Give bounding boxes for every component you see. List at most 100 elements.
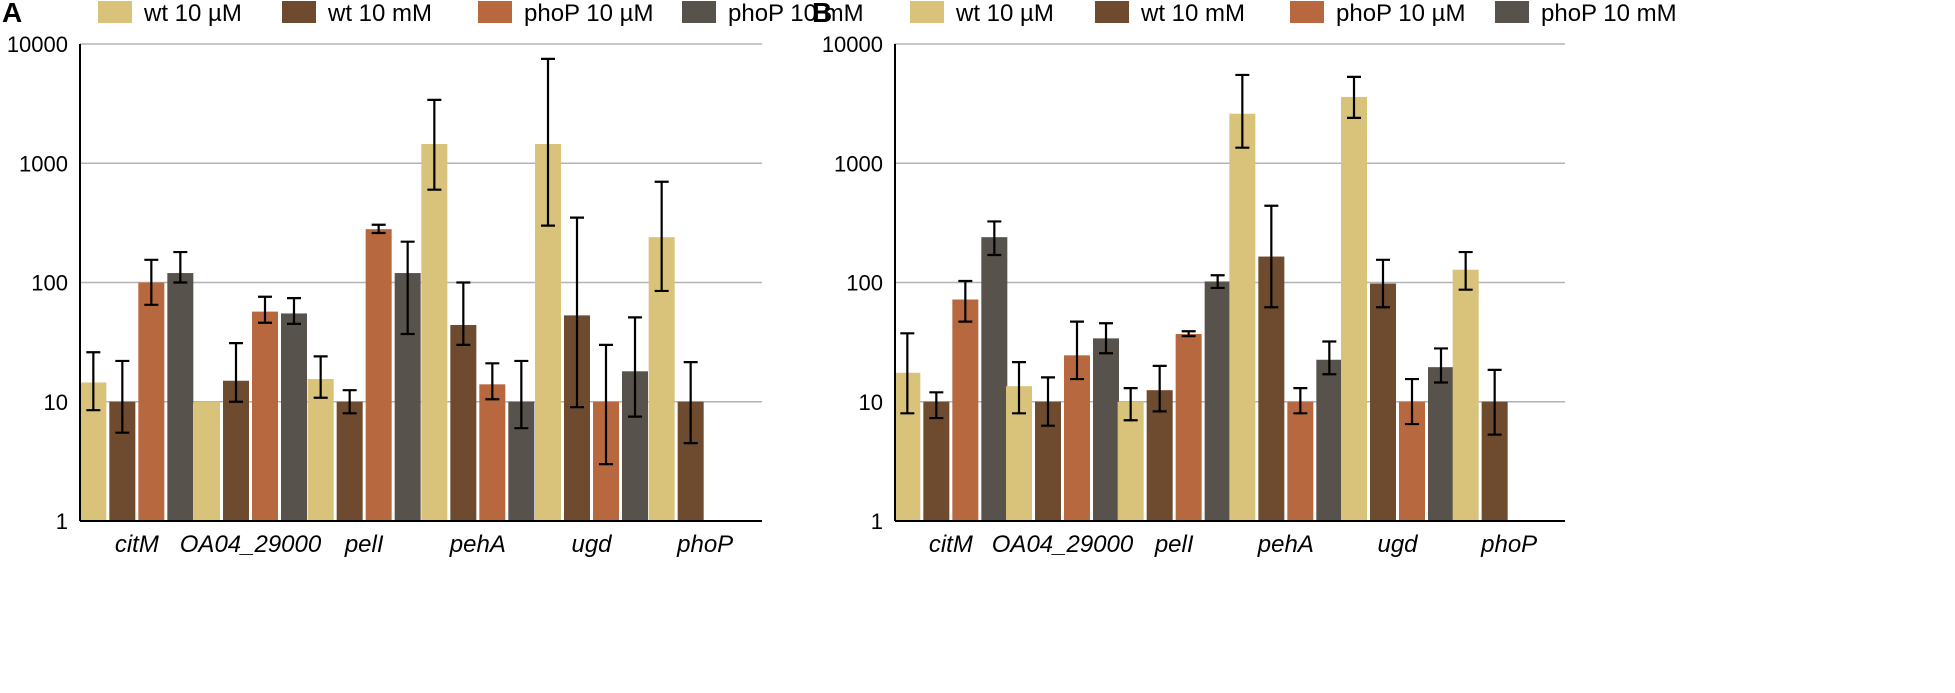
error-bar-wt-10-um-citm	[86, 351, 101, 412]
error-bar-wt-10-mm-peli	[342, 389, 357, 415]
error-bar-wt-10-um-peli	[1123, 387, 1138, 422]
legend-label-phop-10-mm: phoP 10 mM	[1541, 0, 1677, 27]
y-tick-label-1000: 1000	[19, 151, 68, 176]
bar-wt-10-mm-oa04-29000	[223, 380, 249, 521]
bar-wt-10-mm-peli	[336, 401, 363, 521]
error-bar-phop-10-mm-citm	[987, 220, 1002, 257]
legend-swatch-wt-10-um	[98, 1, 132, 23]
bar-wt-10-um-peha	[1229, 113, 1256, 521]
error-bar-wt-10-mm-peha	[1264, 204, 1279, 309]
x-tick-label-phop: phoP	[676, 531, 733, 558]
bar-wt-10-um-peli	[1117, 401, 1144, 521]
y-tick-label-10: 10	[44, 390, 68, 415]
panel-letter: B	[812, 0, 832, 28]
error-bar-phop-10-mm-peha	[1322, 340, 1337, 376]
error-bar-wt-10-mm-ugd	[1376, 258, 1390, 309]
error-bar-wt-10-um-ugd	[541, 57, 555, 227]
error-bar-phop-10-um-peha	[485, 362, 500, 401]
y-tick-label-100: 100	[846, 271, 883, 296]
bar-wt-10-mm-citm	[923, 401, 950, 521]
y-tick-label-10000: 10000	[822, 32, 883, 57]
y-tick-label-1000: 1000	[834, 151, 883, 176]
error-bar-phop-10-mm-citm	[173, 250, 188, 284]
bar-phop-10-um-oa04-29000	[252, 311, 278, 521]
error-bar-wt-10-mm-citm	[929, 391, 944, 420]
legend-label-wt-10-um: wt 10 µM	[143, 0, 242, 27]
legend-label-wt-10-mm: wt 10 mM	[1140, 0, 1245, 27]
error-bar-wt-10-um-citm	[900, 332, 915, 415]
error-bar-phop-10-mm-ugd	[1434, 347, 1448, 384]
x-tick-label-citm: citM	[929, 531, 973, 558]
bar-wt-10-um-oa04-29000	[194, 401, 220, 521]
error-bar-wt-10-mm-phop	[683, 361, 698, 445]
x-tick-label-peha: pehA	[1257, 531, 1314, 558]
bar-phop-10-um-peli	[1175, 333, 1202, 521]
x-tick-label-peli: pelI	[1154, 531, 1194, 558]
legend-label-phop-10-um: phoP 10 µM	[1336, 0, 1465, 27]
error-bar-phop-10-um-peli	[1181, 330, 1196, 338]
error-bar-phop-10-um-peli	[371, 223, 386, 235]
error-bar-wt-10-um-phop	[654, 180, 669, 293]
error-bar-phop-10-um-peha	[1293, 387, 1308, 415]
bar-phop-10-mm-ugd	[1428, 367, 1454, 521]
bar-phop-10-um-citm	[952, 299, 979, 521]
legend-swatch-phop-10-mm	[1495, 1, 1529, 23]
error-bar-phop-10-um-oa04-29000	[258, 295, 272, 324]
bar-wt-10-um-ugd	[1341, 96, 1367, 522]
error-bar-wt-10-um-ugd	[1347, 75, 1361, 120]
bar-wt-10-um-peli	[307, 379, 334, 521]
legend-label-phop-10-um: phoP 10 µM	[524, 0, 653, 27]
error-bar-wt-10-mm-peha	[456, 281, 471, 346]
x-tick-label-oa04-29000: OA04_29000	[180, 531, 322, 558]
x-tick-label-ugd: ugd	[571, 531, 612, 558]
error-bar-wt-10-um-phop	[1458, 250, 1473, 291]
error-bar-phop-10-mm-ugd	[628, 316, 642, 418]
bar-phop-10-um-oa04-29000	[1064, 355, 1090, 521]
error-bar-phop-10-mm-peha	[514, 359, 529, 430]
bar-wt-10-um-peha	[421, 144, 448, 521]
error-bar-phop-10-mm-peli	[1210, 274, 1225, 290]
y-tick-label-100: 100	[31, 271, 68, 296]
y-tick-label-10: 10	[859, 390, 883, 415]
bar-wt-10-mm-ugd	[1370, 283, 1396, 521]
bar-wt-10-um-phop	[1452, 269, 1479, 521]
bar-phop-10-mm-peha	[1316, 359, 1343, 521]
error-bar-phop-10-um-citm	[958, 279, 973, 323]
panel-letter: A	[2, 0, 22, 28]
bar-phop-10-um-peli	[365, 229, 392, 522]
error-bar-phop-10-um-oa04-29000	[1070, 320, 1084, 381]
error-bar-phop-10-um-citm	[144, 258, 159, 306]
error-bar-wt-10-um-peha	[427, 98, 442, 191]
legend-label-phop-10-mm: phoP 10 mM	[728, 0, 864, 27]
bar-phop-10-mm-peli	[1204, 281, 1231, 521]
legend-swatch-phop-10-mm	[682, 1, 716, 23]
error-bar-wt-10-mm-oa04-29000	[229, 342, 243, 403]
error-bar-wt-10-mm-citm	[115, 359, 130, 434]
legend-swatch-phop-10-um	[478, 1, 512, 23]
error-bar-wt-10-mm-ugd	[570, 216, 584, 409]
bar-phop-10-mm-oa04-29000	[1093, 338, 1119, 521]
error-bar-wt-10-um-peli	[313, 355, 328, 399]
bar-phop-10-um-peha	[1287, 401, 1314, 521]
x-tick-label-peli: pelI	[344, 531, 384, 558]
legend-swatch-wt-10-um	[910, 1, 944, 23]
legend-swatch-phop-10-um	[1290, 1, 1324, 23]
x-tick-label-citm: citM	[115, 531, 159, 558]
x-tick-label-peha: pehA	[449, 531, 506, 558]
y-tick-label-10000: 10000	[7, 32, 68, 57]
bar-phop-10-mm-citm	[981, 237, 1008, 522]
error-bar-phop-10-mm-oa04-29000	[287, 296, 301, 325]
x-tick-label-oa04-29000: OA04_29000	[992, 531, 1134, 558]
error-bar-phop-10-mm-peli	[400, 240, 415, 336]
y-tick-label-1: 1	[56, 509, 68, 534]
error-bar-phop-10-um-ugd	[1405, 377, 1419, 426]
error-bar-wt-10-um-oa04-29000	[1012, 361, 1026, 415]
x-tick-label-ugd: ugd	[1377, 531, 1418, 558]
x-tick-label-phop: phoP	[1480, 531, 1537, 558]
error-bar-phop-10-mm-oa04-29000	[1099, 322, 1113, 355]
bar-phop-10-mm-oa04-29000	[281, 313, 307, 521]
legend-swatch-wt-10-mm	[1095, 1, 1129, 23]
error-bar-wt-10-um-peha	[1235, 73, 1250, 149]
